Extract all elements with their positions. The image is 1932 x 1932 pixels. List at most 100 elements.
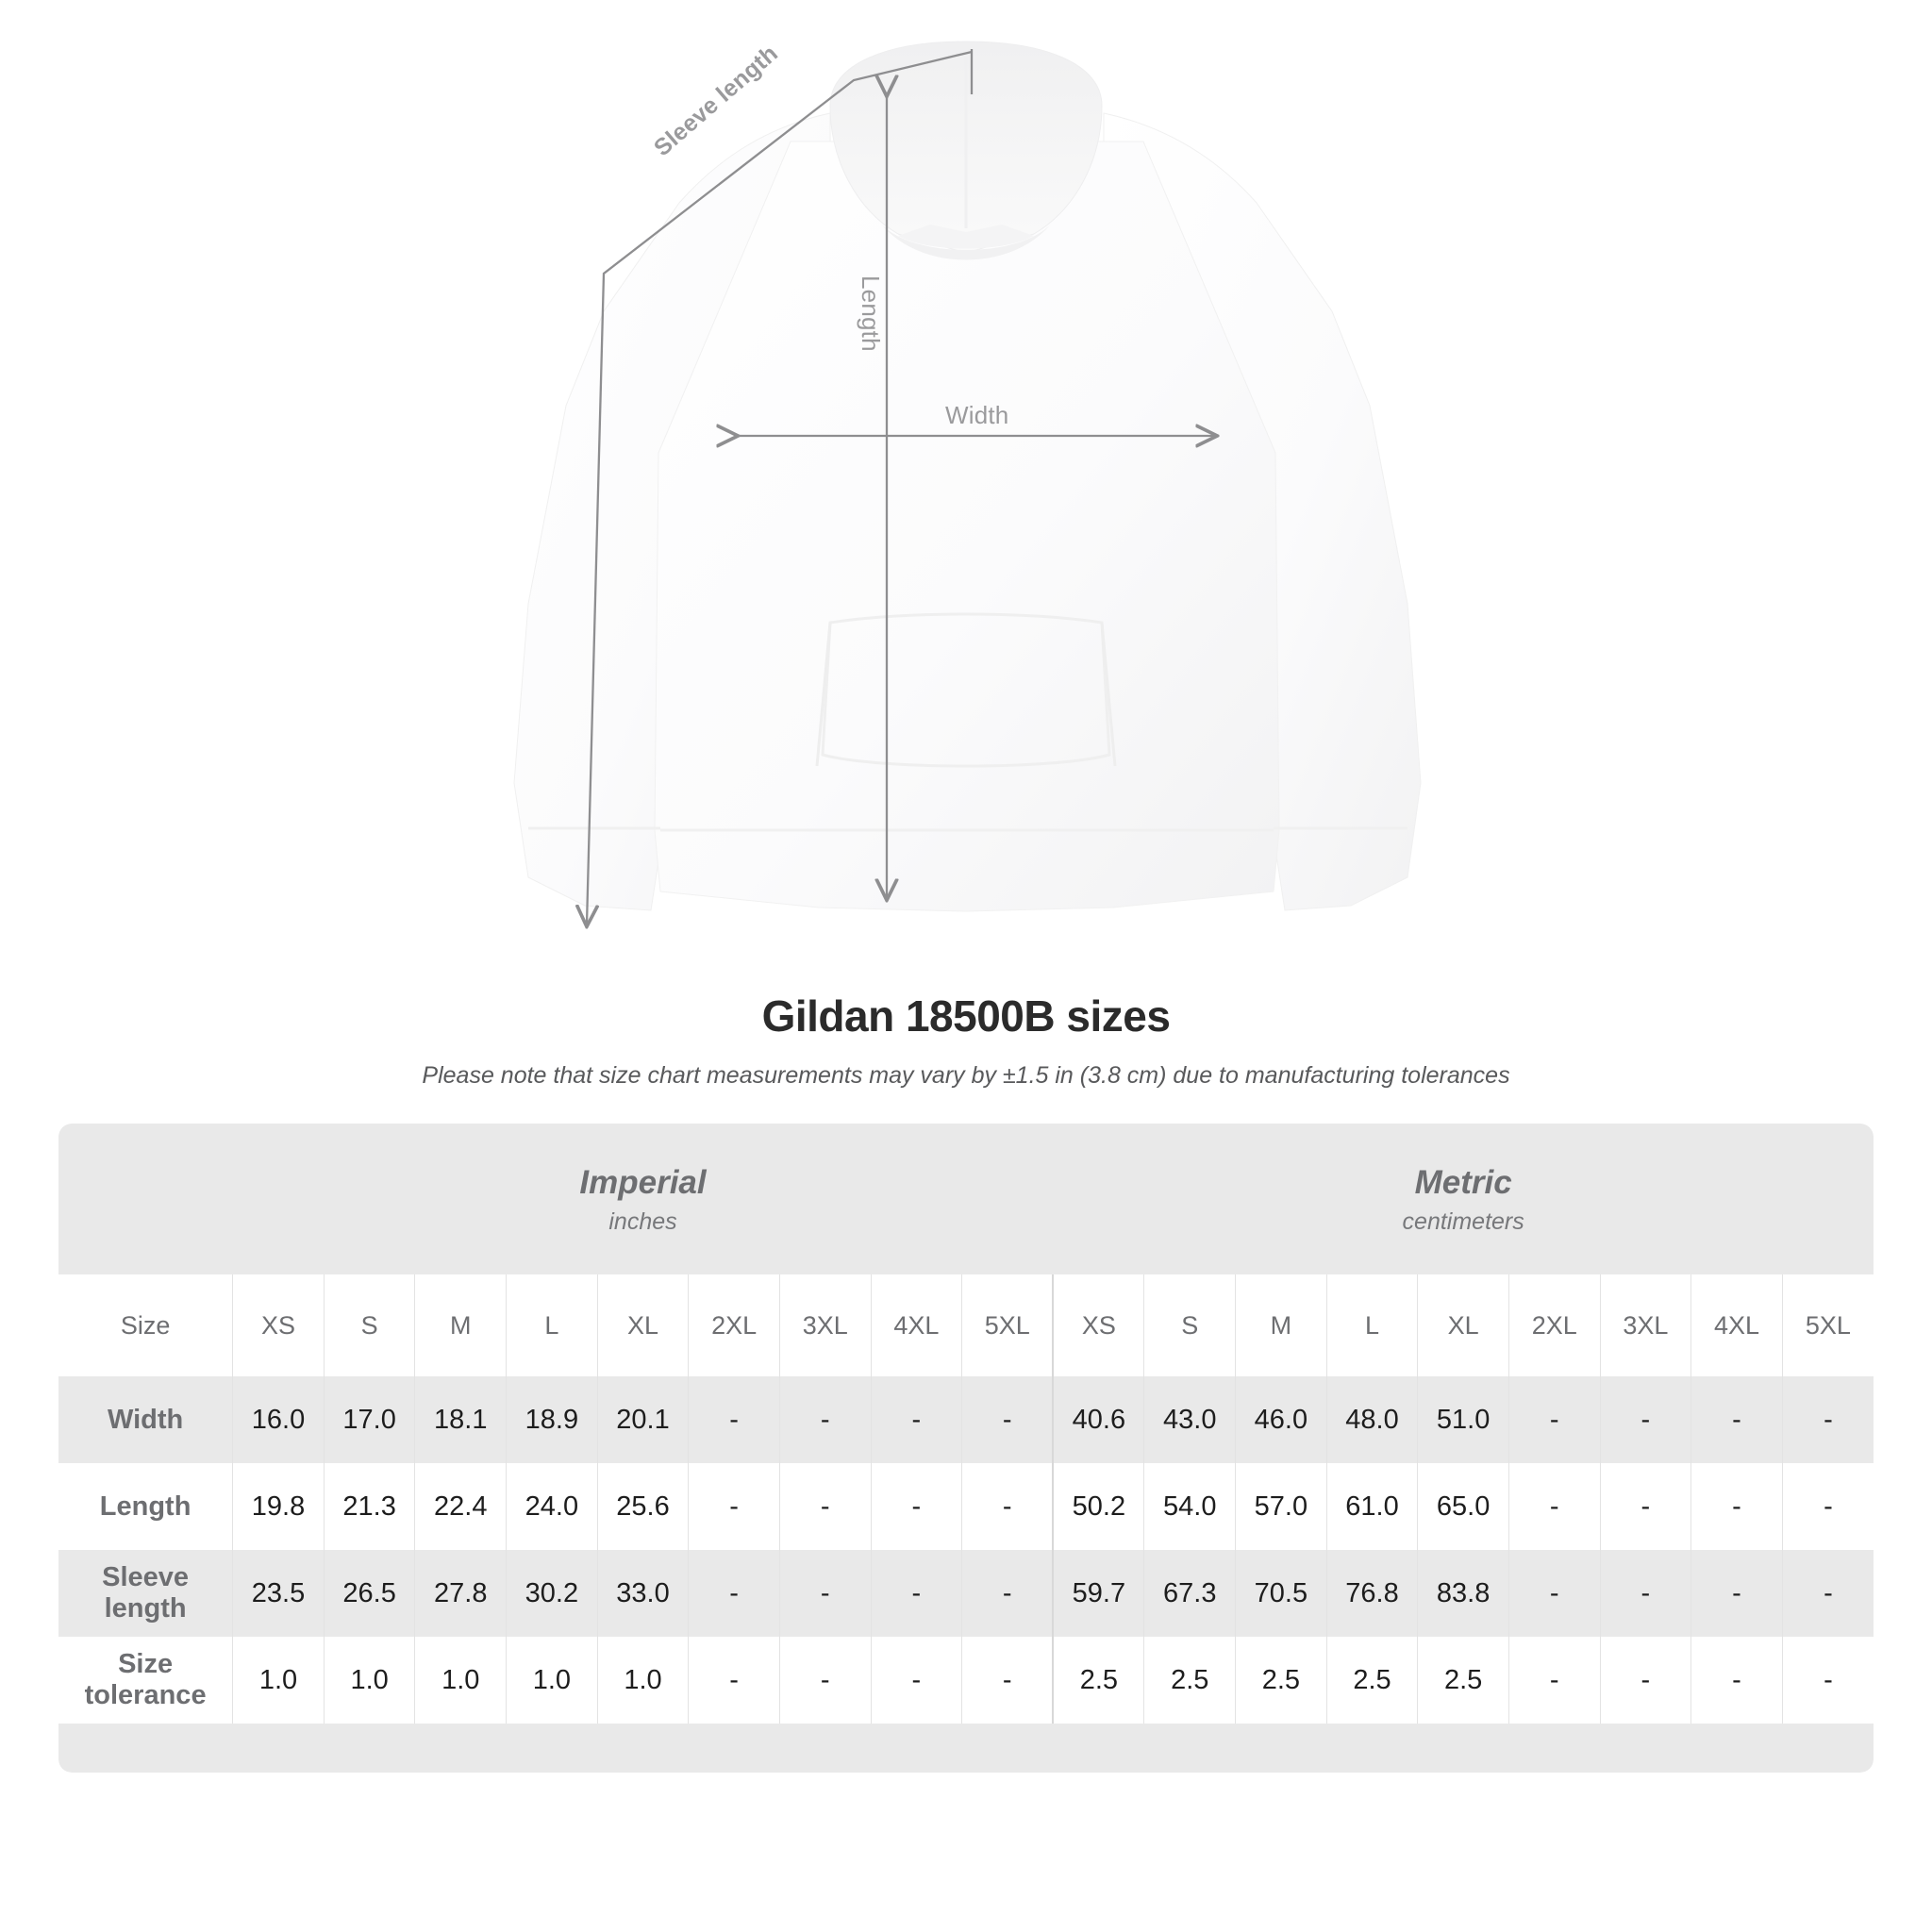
cell-size-tolerance-imperial-l: 1.0 bbox=[506, 1637, 598, 1724]
cell-length-imperial-5xl: - bbox=[961, 1463, 1054, 1550]
cell-length-metric-5xl: - bbox=[1781, 1463, 1874, 1550]
unit-name: Imperial bbox=[579, 1163, 707, 1201]
tolerance-note: Please note that size chart measurements… bbox=[422, 1062, 1510, 1089]
cell-sleeve-length-metric-4xl: - bbox=[1690, 1550, 1783, 1637]
cell-width-metric-2xl: - bbox=[1507, 1376, 1601, 1463]
cell-size-tolerance-imperial-xs: 1.0 bbox=[232, 1637, 325, 1724]
cell-length-imperial-xl: 25.6 bbox=[596, 1463, 689, 1550]
cell-length-metric-xl: 65.0 bbox=[1417, 1463, 1509, 1550]
cell-size-tolerance-metric-m: 2.5 bbox=[1235, 1637, 1327, 1724]
footer-cell bbox=[1417, 1724, 1509, 1773]
cell-width-metric-5xl: - bbox=[1781, 1376, 1874, 1463]
cell-sleeve-length-metric-m: 70.5 bbox=[1235, 1550, 1327, 1637]
cell-sleeve-length-metric-xs: 59.7 bbox=[1052, 1550, 1144, 1637]
cell-width-imperial-xs: 16.0 bbox=[232, 1376, 325, 1463]
cell-size-tolerance-metric-xs: 2.5 bbox=[1052, 1637, 1144, 1724]
cell-width-imperial-m: 18.1 bbox=[414, 1376, 507, 1463]
footer-cell bbox=[871, 1724, 962, 1773]
unit-header-spacer bbox=[58, 1124, 233, 1274]
size-table: Imperial inches Metric centimeters Size XS S M L… bbox=[58, 1124, 1874, 1773]
cell-size-tolerance-imperial-3xl: - bbox=[778, 1637, 872, 1724]
cell-size-tolerance-imperial-4xl: - bbox=[870, 1637, 962, 1724]
size-header-metric-5xl: 5XL bbox=[1781, 1274, 1874, 1376]
cell-size-tolerance-metric-4xl: - bbox=[1690, 1637, 1783, 1724]
footer-cell bbox=[1782, 1724, 1874, 1773]
row-label-sleeve-length: Sleeve length bbox=[58, 1550, 233, 1637]
cell-width-metric-l: 48.0 bbox=[1325, 1376, 1418, 1463]
size-header-metric-m: M bbox=[1235, 1274, 1327, 1376]
cell-sleeve-length-metric-s: 67.3 bbox=[1143, 1550, 1236, 1637]
size-column-header: Size bbox=[58, 1274, 233, 1376]
unit-name: Metric bbox=[1414, 1163, 1512, 1201]
cell-width-metric-3xl: - bbox=[1599, 1376, 1691, 1463]
cell-size-tolerance-metric-3xl: - bbox=[1599, 1637, 1691, 1724]
cell-length-metric-4xl: - bbox=[1690, 1463, 1783, 1550]
cell-size-tolerance-imperial-m: 1.0 bbox=[414, 1637, 507, 1724]
footer-cell bbox=[779, 1724, 872, 1773]
size-header-metric-4xl: 4XL bbox=[1690, 1274, 1783, 1376]
cell-size-tolerance-metric-l: 2.5 bbox=[1325, 1637, 1418, 1724]
cell-sleeve-length-metric-l: 76.8 bbox=[1325, 1550, 1418, 1637]
footer-cell bbox=[1600, 1724, 1691, 1773]
footer-cell bbox=[1326, 1724, 1418, 1773]
table-row: Width 16.0 17.0 18.1 18.9 20.1- - - -40.6 43.0 46.… bbox=[58, 1376, 1874, 1463]
size-header-imperial-xs: XS bbox=[232, 1274, 325, 1376]
cell-width-metric-xs: 40.6 bbox=[1052, 1376, 1144, 1463]
unit-subtitle: centimeters bbox=[1402, 1208, 1524, 1236]
unit-header-imperial: Imperial inches bbox=[232, 1124, 1054, 1274]
cell-size-tolerance-imperial-xl: 1.0 bbox=[596, 1637, 689, 1724]
hoodie-drawing bbox=[513, 41, 1422, 981]
footer-cell bbox=[961, 1724, 1054, 1773]
cell-length-imperial-xs: 19.8 bbox=[232, 1463, 325, 1550]
size-header-metric-xl: XL bbox=[1417, 1274, 1509, 1376]
size-header-imperial-l: L bbox=[506, 1274, 598, 1376]
footer-cell bbox=[1143, 1724, 1236, 1773]
footer-cell bbox=[597, 1724, 689, 1773]
cell-length-metric-m: 57.0 bbox=[1235, 1463, 1327, 1550]
size-header-imperial-3xl: 3XL bbox=[778, 1274, 872, 1376]
size-header-imperial-m: M bbox=[414, 1274, 507, 1376]
cell-length-imperial-2xl: - bbox=[688, 1463, 780, 1550]
cell-sleeve-length-imperial-5xl: - bbox=[961, 1550, 1054, 1637]
cell-sleeve-length-imperial-xl: 33.0 bbox=[596, 1550, 689, 1637]
footer-cell bbox=[232, 1724, 325, 1773]
size-header-metric-l: L bbox=[1325, 1274, 1418, 1376]
footer-cell bbox=[1690, 1724, 1783, 1773]
cell-sleeve-length-imperial-xs: 23.5 bbox=[232, 1550, 325, 1637]
cell-size-tolerance-metric-xl: 2.5 bbox=[1417, 1637, 1509, 1724]
size-header-metric-xs: XS bbox=[1052, 1274, 1144, 1376]
footer-cell bbox=[324, 1724, 415, 1773]
cell-length-metric-xs: 50.2 bbox=[1052, 1463, 1144, 1550]
footer-cell bbox=[414, 1724, 507, 1773]
footer-cell bbox=[506, 1724, 598, 1773]
footer-cell bbox=[1508, 1724, 1601, 1773]
cell-width-imperial-3xl: - bbox=[778, 1376, 872, 1463]
cell-size-tolerance-metric-5xl: - bbox=[1781, 1637, 1874, 1724]
unit-subtitle: inches bbox=[608, 1208, 677, 1236]
cell-size-tolerance-imperial-5xl: - bbox=[961, 1637, 1054, 1724]
table-footer-band bbox=[58, 1724, 1874, 1773]
cell-size-tolerance-imperial-s: 1.0 bbox=[323, 1637, 415, 1724]
row-label-width: Width bbox=[58, 1376, 233, 1463]
footer-cell bbox=[1053, 1724, 1144, 1773]
cell-sleeve-length-metric-3xl: - bbox=[1599, 1550, 1691, 1637]
cell-length-imperial-3xl: - bbox=[778, 1463, 872, 1550]
cell-width-metric-s: 43.0 bbox=[1143, 1376, 1236, 1463]
cell-sleeve-length-imperial-m: 27.8 bbox=[414, 1550, 507, 1637]
size-header-imperial-4xl: 4XL bbox=[870, 1274, 962, 1376]
cell-width-imperial-l: 18.9 bbox=[506, 1376, 598, 1463]
cell-width-imperial-2xl: - bbox=[688, 1376, 780, 1463]
footer-cell bbox=[688, 1724, 780, 1773]
table-row: Sleeve length 23.5 26.5 27.8 30.2 33.0- - - -59.… bbox=[58, 1550, 1874, 1637]
cell-length-metric-s: 54.0 bbox=[1143, 1463, 1236, 1550]
table-row: Size tolerance 1.0 1.0 1.0 1.0 1.0- - - -2.5 2.5 2… bbox=[58, 1637, 1874, 1724]
cell-length-imperial-l: 24.0 bbox=[506, 1463, 598, 1550]
cell-sleeve-length-imperial-s: 26.5 bbox=[323, 1550, 415, 1637]
cell-length-metric-2xl: - bbox=[1507, 1463, 1601, 1550]
garment-illustration: Sleeve length Length Width bbox=[513, 41, 1422, 981]
cell-sleeve-length-imperial-3xl: - bbox=[778, 1550, 872, 1637]
cell-length-metric-3xl: - bbox=[1599, 1463, 1691, 1550]
row-label-size-tolerance: Size tolerance bbox=[58, 1637, 233, 1724]
width-label: Width bbox=[945, 401, 1009, 429]
table-row: Length 19.8 21.3 22.4 24.0 25.6- - - -50.2 54.0 57… bbox=[58, 1463, 1874, 1550]
